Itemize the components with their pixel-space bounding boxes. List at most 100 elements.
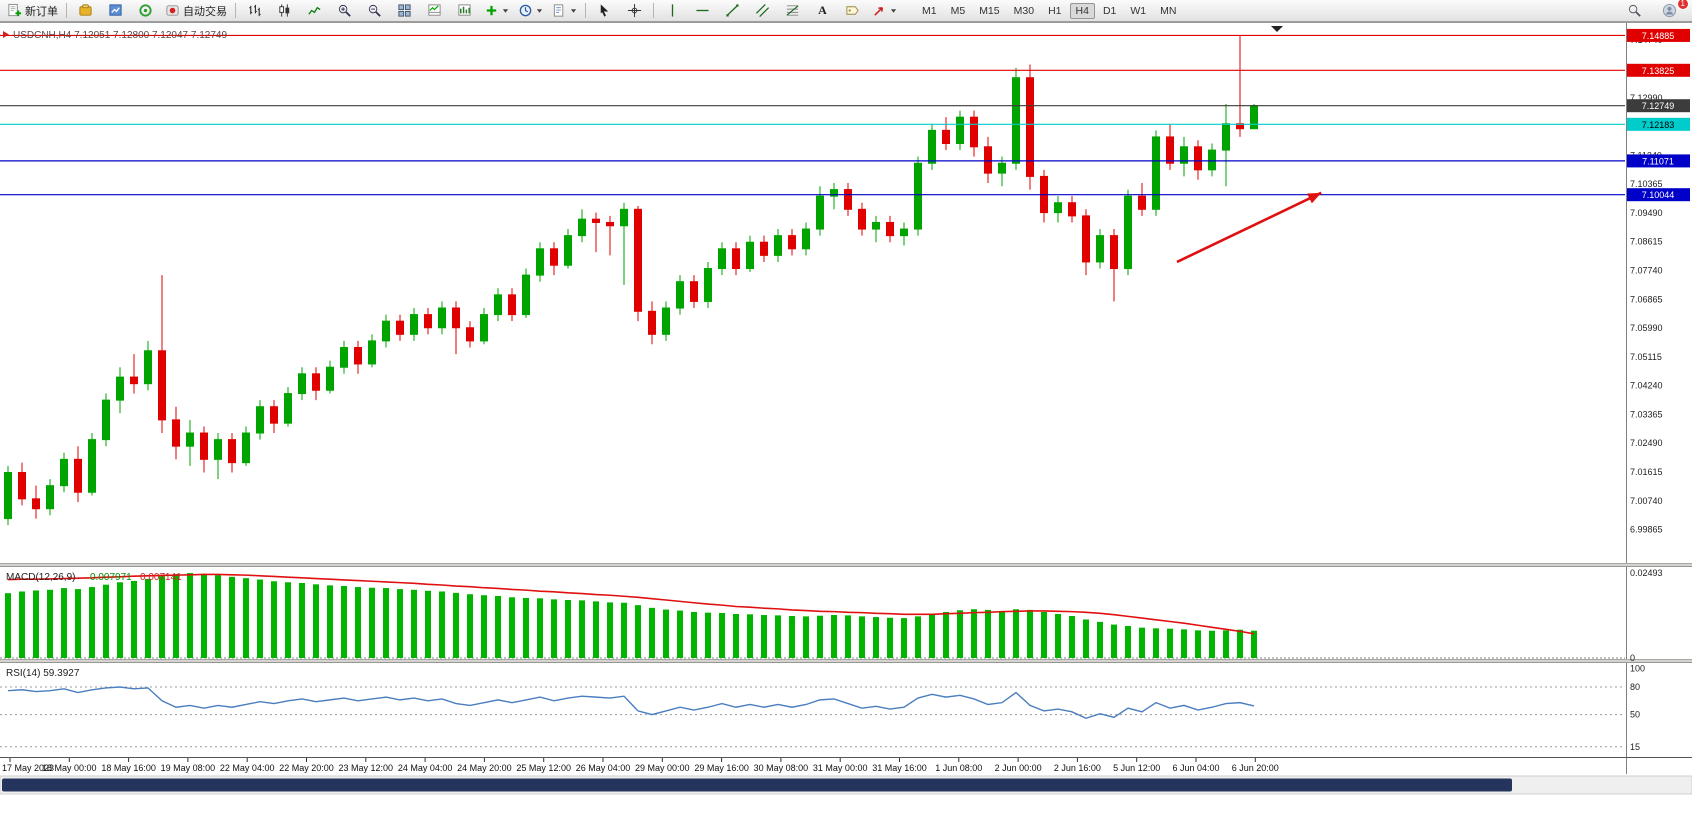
macd-histogram-bar (1195, 630, 1201, 658)
macd-histogram-bar (1097, 621, 1103, 658)
macd-histogram-bar (999, 610, 1005, 658)
candle-body (788, 235, 796, 250)
trendline-tool-button[interactable] (718, 0, 747, 21)
timeframe-button-w1[interactable]: W1 (1130, 4, 1147, 17)
timeframe-button-d1[interactable]: D1 (1102, 4, 1117, 17)
timeframe-button-m1[interactable]: M1 (922, 4, 937, 17)
timeframe-button-h1[interactable]: H1 (1048, 4, 1062, 17)
macd-histogram-bar (355, 587, 361, 658)
time-tick-label: 2 Jun 16:00 (1054, 763, 1101, 773)
templates-button[interactable] (548, 0, 581, 21)
autotrading-button[interactable]: 自动交易 (161, 0, 231, 21)
new-order-button[interactable]: 新订单 (3, 0, 62, 21)
macd-histogram-bar (845, 615, 851, 658)
notifications-button[interactable]: 1 (1655, 0, 1689, 21)
macd-scale-top: 0.02493 (1630, 568, 1663, 578)
candle-body (970, 116, 978, 148)
macd-histogram-bar (411, 589, 417, 658)
price-badge: 7.14885 (1626, 28, 1690, 42)
market-watch-button[interactable] (101, 0, 130, 21)
zoom-in-button[interactable] (330, 0, 359, 21)
macd-histogram-bar (761, 615, 767, 658)
candlestick-chart-button[interactable] (270, 0, 299, 21)
line-chart-button[interactable] (300, 0, 329, 21)
chevron-down-icon (502, 9, 509, 13)
macd-histogram-bar (61, 588, 67, 658)
price-tick-label: 7.05115 (1630, 352, 1662, 362)
candle-body (1026, 77, 1034, 177)
symbol-marker-icon (3, 31, 9, 38)
macd-histogram-bar (691, 611, 697, 658)
candle-body (88, 439, 96, 493)
chart-area[interactable]: 7.147407.138657.129907.121157.112407.103… (0, 22, 1692, 838)
vertical-line-icon (671, 4, 674, 17)
macd-histogram-bar (439, 591, 445, 658)
macd-histogram-bar (957, 610, 963, 658)
timeframe-button-h4[interactable]: H4 (1069, 2, 1095, 19)
timeframe-button-mn[interactable]: MN (1160, 4, 1177, 17)
macd-histogram-bar (719, 612, 725, 658)
market-watch-icon (109, 4, 122, 16)
text-tool-button[interactable]: A (808, 0, 837, 21)
macd-histogram-bar (593, 601, 599, 658)
vertical-line-tool-button[interactable] (658, 0, 687, 21)
horizontal-line-tool-button[interactable] (688, 0, 717, 21)
trend-arrow[interactable] (1176, 191, 1322, 264)
candle-body (270, 406, 278, 424)
price-tick-label: 7.03365 (1630, 409, 1663, 419)
macd-histogram-bar (887, 617, 893, 658)
candle-body (998, 162, 1006, 174)
timeframe-button-m30[interactable]: M30 (1013, 4, 1035, 17)
candle-body (396, 320, 404, 335)
price-tick-label: 6.99865 (1630, 525, 1663, 535)
zoom-out-icon (368, 4, 381, 17)
candle-body (298, 373, 306, 395)
time-tick-label: 30 May 08:00 (754, 763, 809, 773)
time-tick-label: 22 May 04:00 (220, 763, 275, 773)
macd-histogram-bar (453, 592, 459, 658)
candle-body (704, 268, 712, 302)
candle-body (718, 248, 726, 270)
chart-window-button[interactable] (450, 0, 479, 21)
candle-body (942, 129, 950, 145)
channel-tool-button[interactable] (748, 0, 777, 21)
chart-shift-marker[interactable] (1271, 26, 1283, 32)
rsi-panel-separator[interactable] (0, 659, 1692, 663)
profiles-icon (79, 4, 92, 16)
crosshair-button[interactable] (620, 0, 649, 21)
cursor-button[interactable] (590, 0, 619, 21)
timeframe-button-m5[interactable]: M5 (950, 4, 966, 17)
macd-histogram-bar (425, 590, 431, 658)
arrows-tool-button[interactable] (868, 0, 901, 21)
notification-badge: 1 (1676, 0, 1689, 10)
macd-histogram-bar (467, 594, 473, 658)
macd-panel-separator[interactable] (0, 563, 1692, 567)
macd-histogram-bar (481, 595, 487, 658)
macd-histogram-bar (313, 584, 319, 658)
indicator-window-button[interactable] (420, 0, 449, 21)
candle-body (172, 419, 180, 447)
rsi-panel: RSI(14) 59.3927 100 80 50 15 (0, 664, 1645, 752)
add-indicator-button[interactable] (480, 0, 513, 21)
zoom-out-button[interactable] (360, 0, 389, 21)
time-tick-label: 23 May 12:00 (339, 763, 394, 773)
price-badge: 7.12183 (1626, 117, 1690, 131)
price-badge: 7.13825 (1626, 63, 1690, 77)
navigator-button[interactable] (131, 0, 160, 21)
macd-histogram-bar (1139, 627, 1145, 658)
tile-windows-button[interactable] (390, 0, 419, 21)
profiles-button[interactable] (71, 0, 100, 21)
timeframe-button-m15[interactable]: M15 (979, 4, 1000, 17)
toolbar-separator (653, 3, 654, 18)
macd-histogram-bar (677, 610, 683, 658)
price-tick-label: 7.01615 (1630, 467, 1663, 477)
bar-chart-button[interactable] (240, 0, 269, 21)
fibonacci-tool-button[interactable] (778, 0, 807, 21)
candle-body (4, 472, 12, 520)
periods-button[interactable] (514, 0, 547, 21)
scrollbar-thumb[interactable] (2, 778, 1512, 792)
search-button[interactable] (1620, 0, 1649, 21)
macd-histogram-bar (327, 585, 333, 658)
macd-histogram-bar (1237, 629, 1243, 658)
label-tool-button[interactable] (838, 0, 867, 21)
